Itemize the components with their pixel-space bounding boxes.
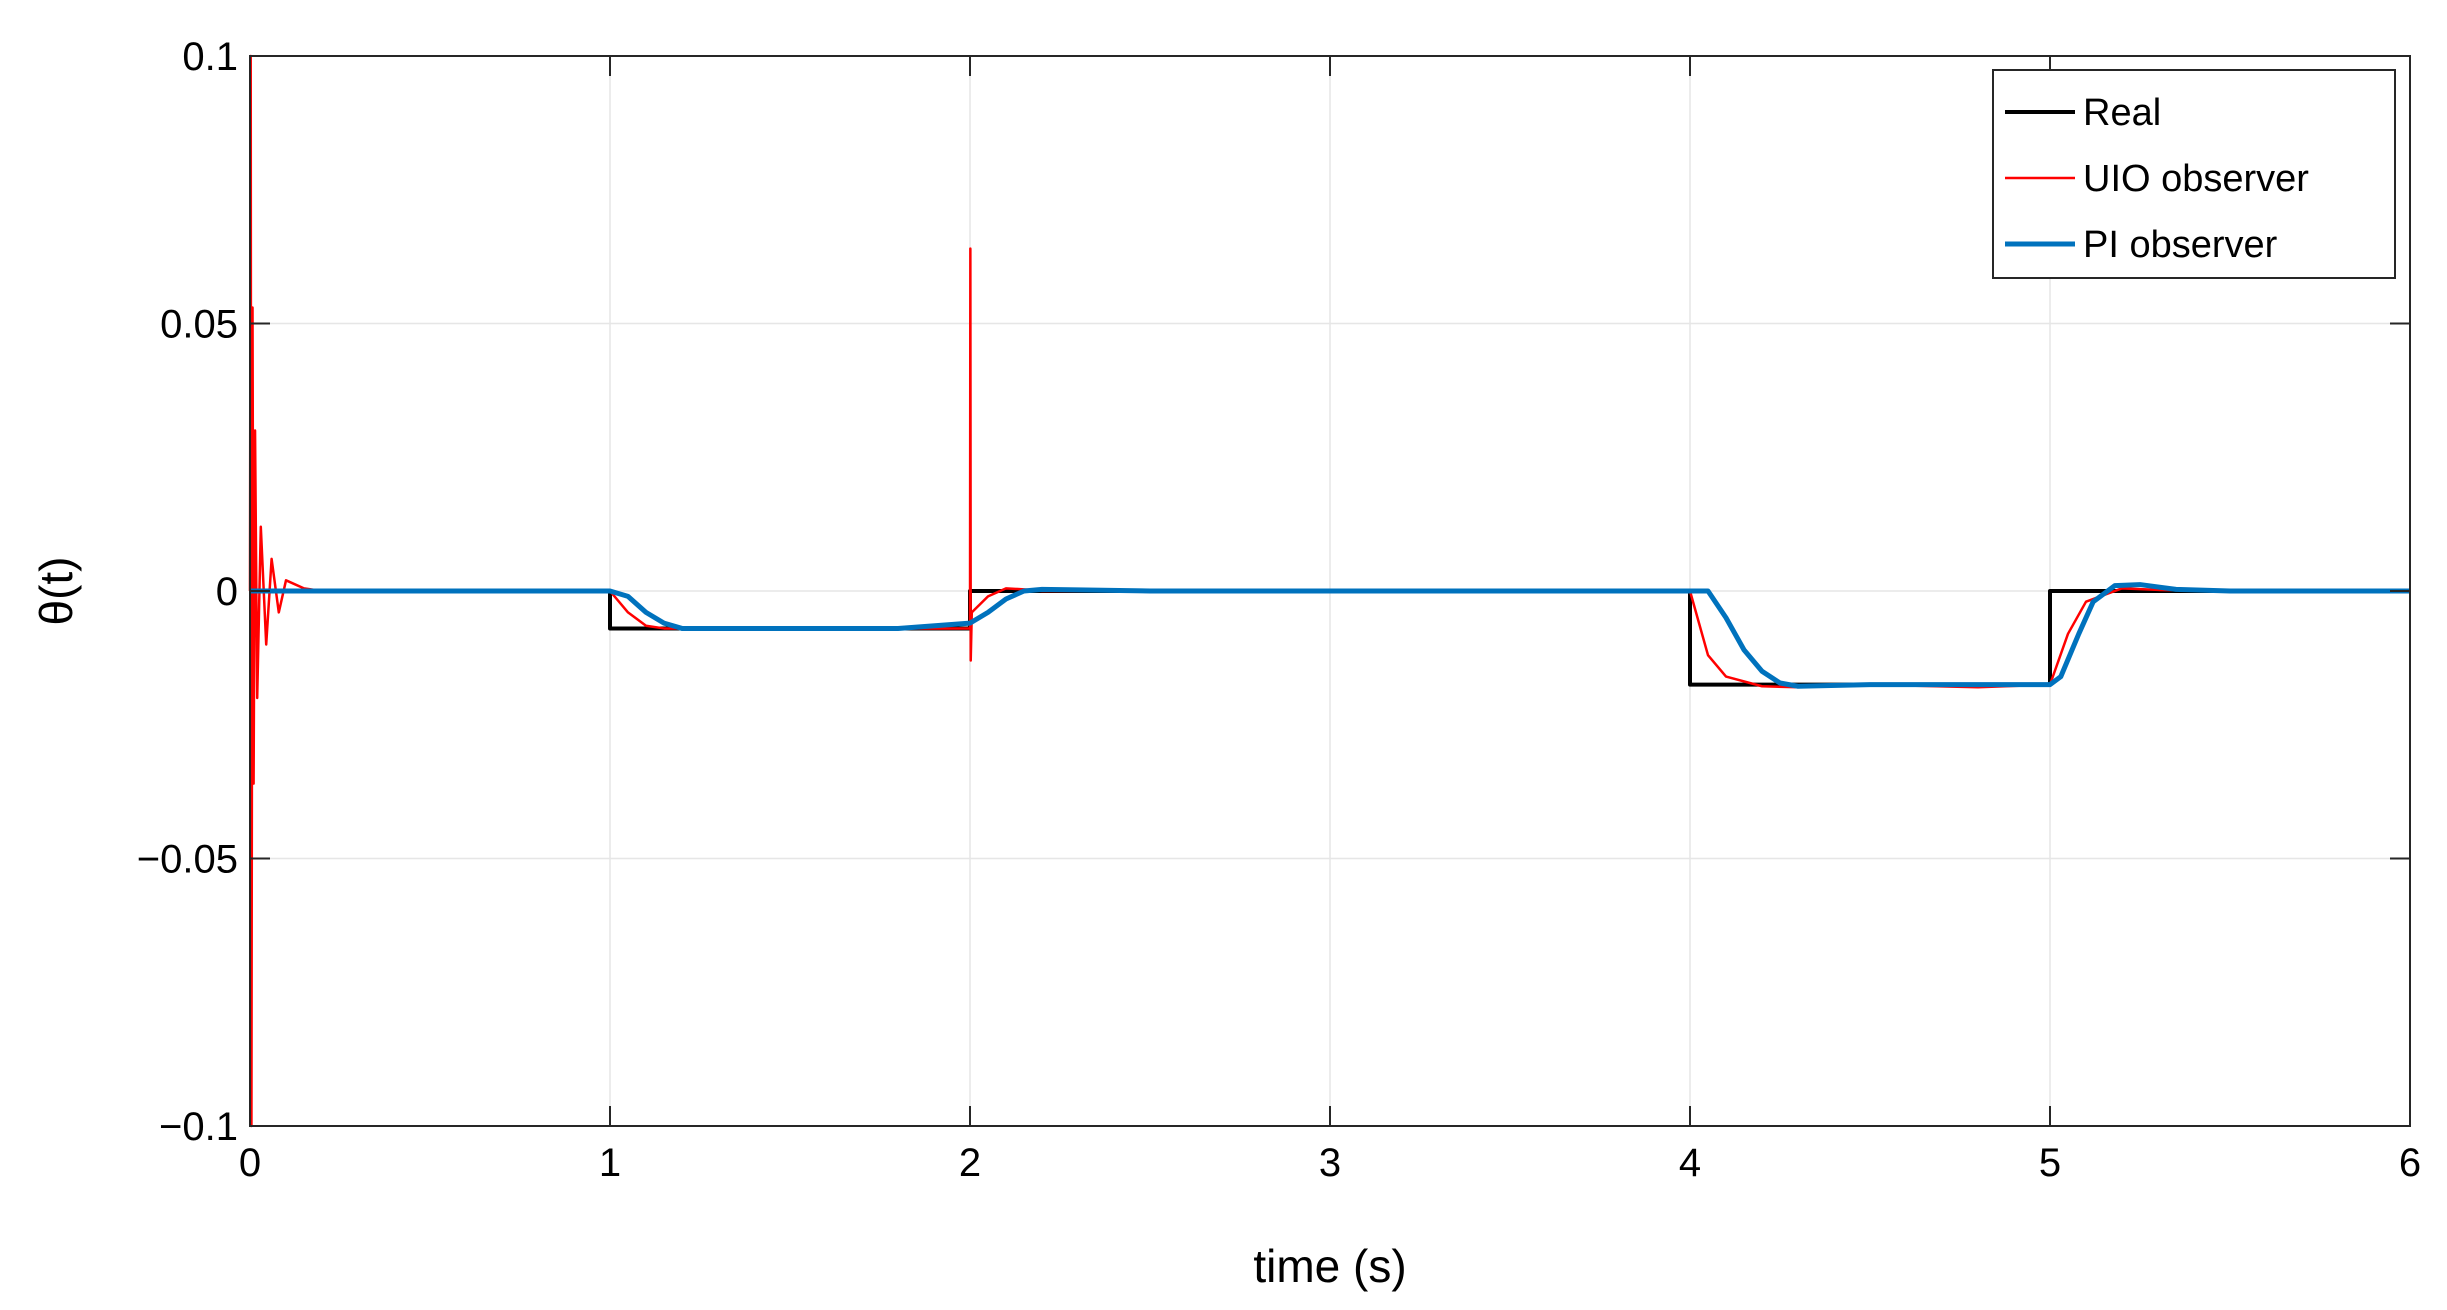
series-line-pi-observer: [250, 582, 2410, 689]
x-tick-label-0: 0: [239, 1141, 261, 1185]
y-tick-label-1: 0.05: [160, 303, 238, 347]
y-tick-label-4: −0.1: [159, 1105, 238, 1149]
series-layer: [248, 54, 2410, 1128]
y-tick-label-2: 0: [216, 570, 238, 614]
x-tick-label-5: 5: [2039, 1141, 2061, 1185]
y-axis-title: θ(t): [30, 557, 82, 626]
legend-label-1: UIO observer: [2083, 158, 2309, 200]
x-tick-label-3: 3: [1319, 1141, 1341, 1185]
legend-label-0: Real: [2083, 92, 2161, 134]
y-tick-label-3: −0.05: [137, 838, 238, 882]
ticks: [249, 55, 2411, 1127]
legend: Real UIO observer PI observer: [1992, 69, 2396, 279]
x-tick-label-1: 1: [599, 1141, 621, 1185]
x-tick-label-6: 6: [2399, 1141, 2421, 1185]
legend-label-2: PI observer: [2083, 224, 2278, 266]
x-tick-label-4: 4: [1679, 1141, 1701, 1185]
x-axis-title: time (s): [1253, 1240, 1406, 1292]
y-tick-label-0: 0.1: [182, 35, 238, 79]
x-tick-label-2: 2: [959, 1141, 981, 1185]
tick-labels: 0 1 2 3 4 5 6 0.1 0.05 0 −0.05 −0.1: [137, 35, 2421, 1185]
